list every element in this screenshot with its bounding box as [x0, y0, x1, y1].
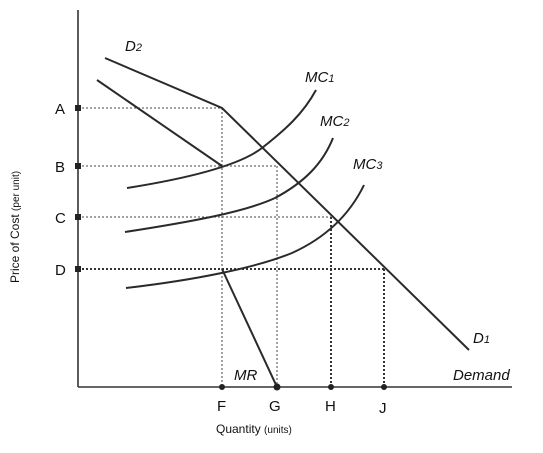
- mc2-curve: [124, 137, 334, 233]
- x-label-h: H: [325, 398, 336, 415]
- label-d2: D2: [125, 38, 142, 55]
- label-mc2: MC2: [320, 113, 349, 130]
- point-d-marker: [75, 266, 81, 272]
- mc3-curve: [125, 184, 365, 289]
- point-c-marker: [75, 214, 81, 220]
- y-label-c: C: [55, 210, 66, 227]
- x-label-f: F: [217, 398, 226, 415]
- label-d1: D1: [473, 330, 490, 347]
- point-j-marker: [381, 384, 387, 390]
- x-axis-title: Quantity (units): [216, 422, 292, 436]
- label-mr: MR: [234, 367, 257, 384]
- d2-demand-curve: [104, 57, 470, 351]
- x-label-j: J: [379, 400, 387, 417]
- point-h-marker: [328, 384, 334, 390]
- label-mc3: MC3: [353, 156, 383, 173]
- label-demand: Demand: [453, 367, 510, 384]
- point-f-marker: [219, 384, 225, 390]
- point-g-marker: [273, 383, 281, 391]
- y-label-d: D: [55, 262, 66, 279]
- y-axis-title: Price of Cost (per unit): [8, 171, 22, 283]
- d1-demand-curve-upper: [96, 79, 223, 167]
- y-label-b: B: [55, 159, 65, 176]
- point-b-marker: [75, 163, 81, 169]
- mc1-curve: [126, 89, 317, 189]
- x-label-g: G: [269, 398, 281, 415]
- point-a-marker: [75, 105, 81, 111]
- mr-curve: [221, 268, 278, 388]
- y-label-a: A: [55, 101, 65, 118]
- label-mc1: MC1: [305, 69, 334, 86]
